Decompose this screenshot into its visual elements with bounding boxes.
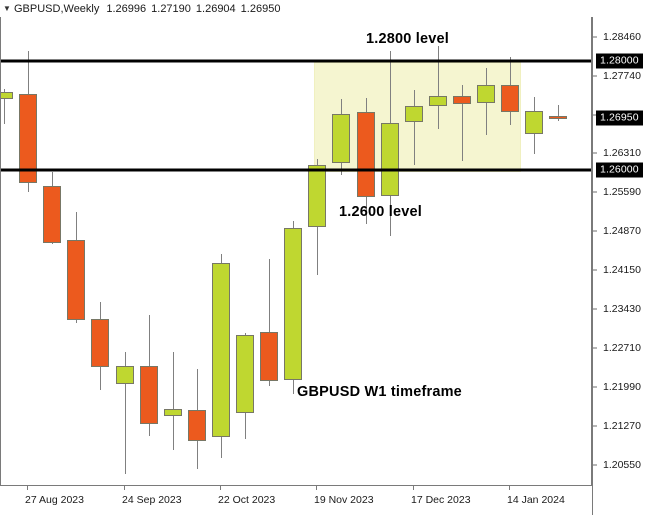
time-tick (413, 486, 414, 490)
chart-plot-area[interactable]: 1.2800 level 1.2600 level GBPUSD W1 timefr… (0, 17, 592, 485)
candle-body (525, 111, 543, 135)
annotation-text: GBPUSD W1 timeframe (297, 384, 462, 400)
price-tick (593, 114, 597, 116)
candle-wick (125, 352, 126, 474)
candle-wick (558, 105, 559, 121)
price-axis-label: 1.22710 (603, 342, 641, 355)
price-tick (593, 425, 597, 427)
price-tick (593, 347, 597, 349)
candle-body (477, 85, 495, 104)
candle-body (453, 95, 471, 104)
candle-body (43, 186, 61, 244)
candle-wick (4, 88, 5, 124)
time-tick (316, 486, 317, 490)
candle-body (429, 95, 447, 106)
candle-body (67, 240, 85, 320)
price-tick (593, 75, 597, 77)
candle-body (91, 319, 109, 367)
candle-body (381, 123, 399, 196)
candle-body (140, 366, 158, 424)
price-axis-label: 1.27740 (603, 69, 641, 82)
candle-body (549, 115, 567, 119)
annotation-text: 1.2800 level (366, 31, 450, 47)
time-tick (509, 486, 510, 490)
symbol-timeframe-label: GBPUSD,Weekly (14, 2, 100, 15)
price-tick (593, 230, 597, 232)
level-price-badge: 1.28000 (596, 53, 643, 69)
time-axis-label: 19 Nov 2023 (314, 494, 374, 506)
price-tick (593, 308, 597, 310)
time-axis-label: 17 Dec 2023 (411, 494, 471, 506)
ohlc-close-value: 1.26950 (240, 2, 281, 15)
price-axis-label: 1.25590 (603, 186, 641, 199)
candle-body (260, 331, 278, 381)
time-tick (27, 486, 28, 490)
candle-body (236, 334, 254, 414)
time-axis-label: 24 Sep 2023 (122, 494, 182, 506)
time-axis-label: 27 Aug 2023 (25, 494, 84, 506)
price-tick (593, 386, 597, 388)
time-axis[interactable]: 27 Aug 2023 24 Sep 2023 22 Oct 2023 19 Nov … (0, 485, 592, 515)
price-axis-label: 1.21990 (603, 381, 641, 394)
candle-wick (414, 90, 415, 166)
level-price-badge: 1.26000 (596, 162, 643, 178)
price-axis-label: 1.23430 (603, 303, 641, 316)
time-tick (220, 486, 221, 490)
price-tick (593, 464, 597, 466)
ohlc-open-value: 1.26996 (106, 2, 147, 15)
price-axis-label: 1.24870 (603, 225, 641, 238)
price-axis-label: 1.26310 (603, 147, 641, 160)
price-tick (593, 269, 597, 271)
time-axis-label: 22 Oct 2023 (218, 494, 276, 506)
candle-wick (269, 259, 270, 386)
price-axis[interactable]: 1.284601.277401.270201.263101.255901.248… (592, 17, 668, 515)
candle-body (308, 164, 326, 227)
chart-header: ▼ GBPUSD,Weekly 1.26996 1.27190 1.26904 … (0, 0, 668, 17)
price-axis-label: 1.28460 (603, 30, 641, 43)
price-tick (593, 36, 597, 38)
time-axis-label: 14 Jan 2024 (507, 494, 565, 506)
candle-body (332, 114, 350, 164)
candle-body (164, 408, 182, 416)
time-tick (124, 486, 125, 490)
candle-body (1, 92, 13, 100)
candle-body (357, 112, 375, 198)
chevron-down-icon[interactable]: ▼ (3, 4, 11, 13)
candle-wick (173, 352, 174, 451)
candle-body (212, 263, 230, 438)
level-line-support[interactable] (1, 168, 591, 172)
price-axis-label: 1.24150 (603, 264, 641, 277)
candle-body (116, 366, 134, 385)
price-tick (593, 152, 597, 154)
level-line-resistance[interactable] (1, 59, 591, 63)
candle-wick (462, 85, 463, 161)
price-axis-label: 1.20550 (603, 459, 641, 472)
candle-wick (438, 46, 439, 129)
ohlc-high-value: 1.27190 (151, 2, 191, 15)
price-axis-label: 1.21270 (603, 420, 641, 433)
candle-body (501, 85, 519, 112)
candle-body (188, 410, 206, 442)
candle-body (19, 94, 37, 184)
current-price-badge: 1.26950 (596, 110, 643, 126)
ohlc-low-value: 1.26904 (195, 2, 236, 15)
candle-body (284, 227, 302, 380)
price-tick (593, 191, 597, 193)
candle-body (405, 105, 423, 123)
annotation-text: 1.2600 level (339, 204, 423, 220)
